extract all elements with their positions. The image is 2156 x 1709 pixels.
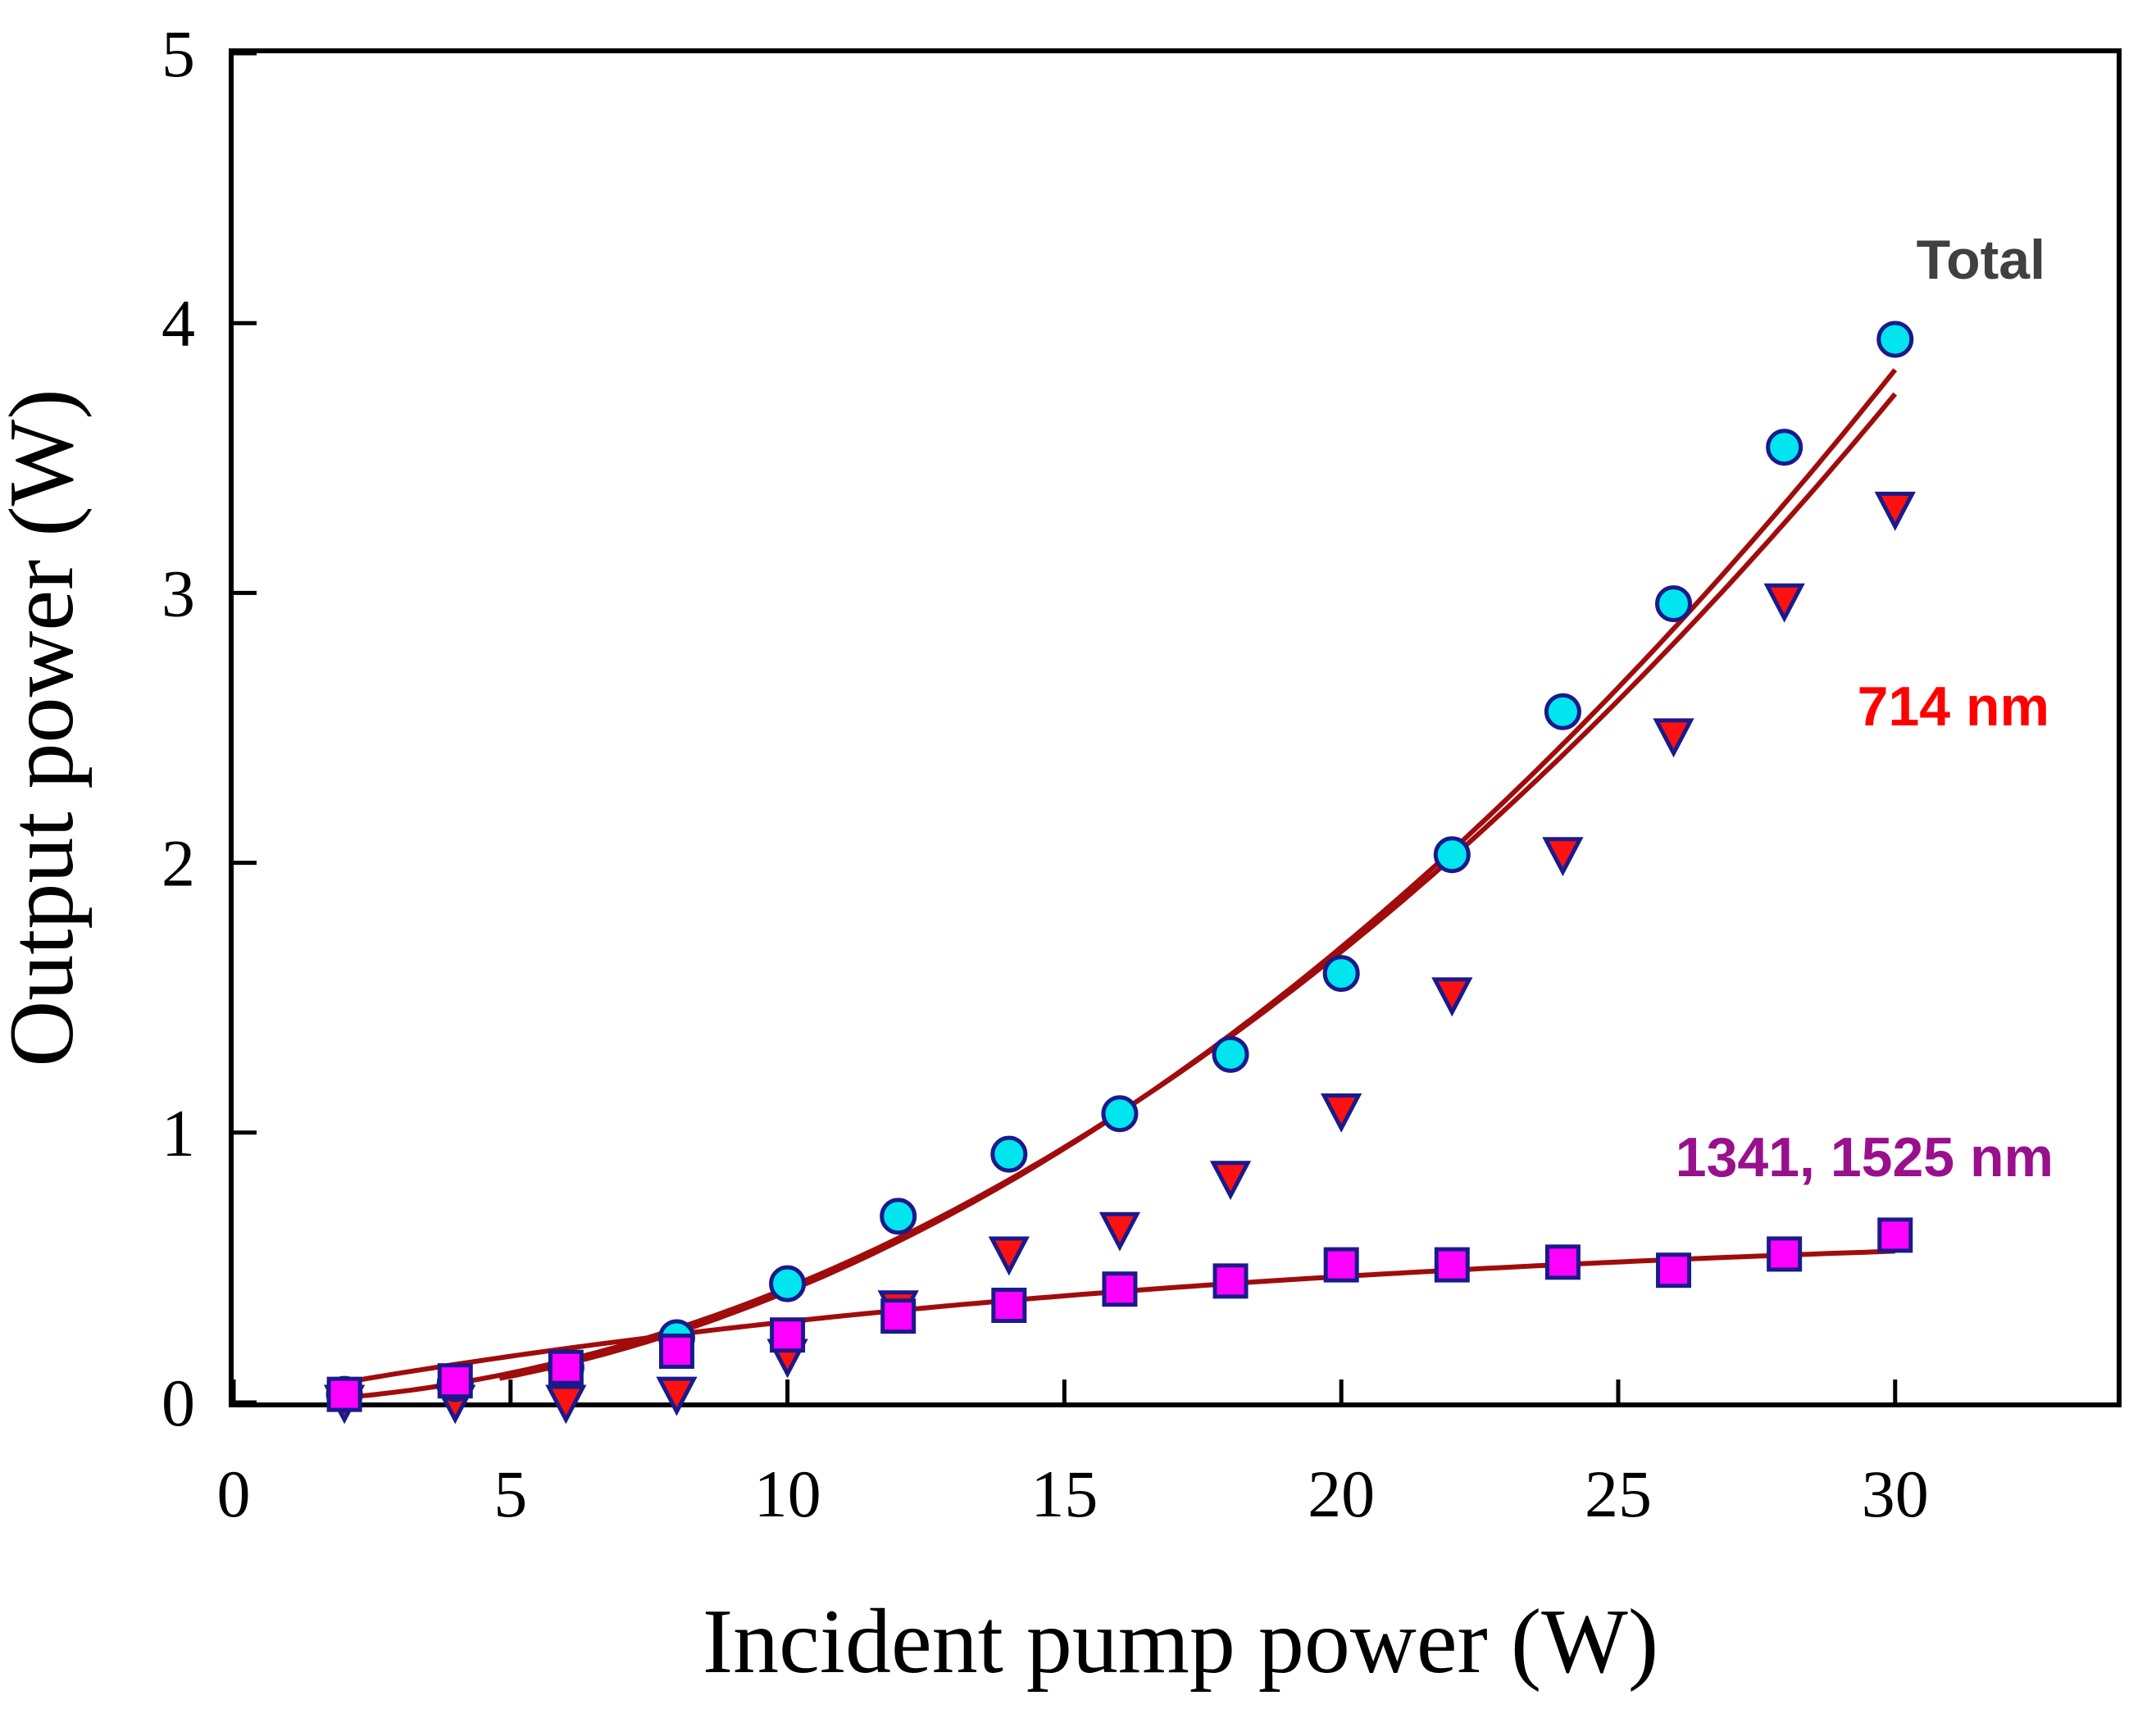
axis-tick-labels: 0 5 10 15 20 25 30 0 1 2 3 4 5: [161, 16, 1929, 1531]
y-tick-label-3: 3: [161, 556, 195, 630]
x-tick-label-5: 5: [494, 1457, 527, 1531]
point-total-28: [1766, 429, 1803, 466]
point-1341-1525nm-4: [437, 1363, 473, 1399]
point-714nm-16: [1098, 1211, 1141, 1252]
point-1341-1525nm-14: [991, 1287, 1027, 1323]
point-total-24: [1544, 693, 1581, 730]
point-1341-1525nm-24: [1544, 1244, 1581, 1280]
point-total-22: [1433, 836, 1471, 874]
y-tick-label-1: 1: [161, 1096, 195, 1170]
x-tick-label-20: 20: [1308, 1457, 1375, 1531]
axis-ticks: [231, 51, 1898, 1405]
point-total-30: [1876, 320, 1914, 358]
point-1341-1525nm-8: [658, 1333, 694, 1369]
point-1341-1525nm-26: [1656, 1252, 1692, 1289]
point-714nm-24: [1542, 837, 1584, 877]
x-tick-label-25: 25: [1585, 1457, 1652, 1531]
point-714nm-18: [1209, 1161, 1252, 1201]
y-axis-title: Output power (W): [0, 389, 93, 1066]
point-714nm-30: [1874, 491, 1916, 531]
point-1341-1525nm-28: [1767, 1236, 1803, 1272]
point-total-12: [880, 1198, 917, 1235]
point-1341-1525nm-18: [1212, 1263, 1249, 1299]
y-tick-label-0: 0: [161, 1366, 195, 1440]
y-tick-label-2: 2: [161, 826, 195, 901]
point-total-14: [990, 1135, 1028, 1173]
x-tick-label-0: 0: [217, 1457, 251, 1531]
series-label-1: Total: [1917, 229, 2045, 291]
y-tick-label-4: 4: [161, 286, 195, 361]
point-714nm-14: [988, 1236, 1030, 1276]
point-total-10: [769, 1265, 807, 1302]
series-label-2: 714 nm: [1858, 675, 2049, 738]
point-714nm-26: [1653, 718, 1694, 758]
point-1341-1525nm-20: [1323, 1247, 1359, 1283]
series-labels: Total 714 nm 1341, 1525 nm: [1676, 229, 2054, 1189]
plot-frame: [229, 48, 2122, 1407]
point-total-16: [1101, 1095, 1139, 1133]
x-axis-title: Incident pump power (W): [703, 1591, 1658, 1693]
point-1341-1525nm-16: [1102, 1271, 1138, 1307]
point-714nm-28: [1763, 583, 1805, 623]
point-714nm-6: [545, 1384, 587, 1425]
point-1341-1525nm-2: [326, 1376, 362, 1412]
x-tick-label-15: 15: [1030, 1457, 1098, 1531]
point-714nm-22: [1431, 977, 1473, 1017]
data-markers: [323, 320, 1916, 1425]
point-total-26: [1655, 585, 1693, 623]
point-1341-1525nm-6: [548, 1349, 584, 1385]
point-1341-1525nm-30: [1877, 1217, 1913, 1253]
series-label-3: 1341, 1525 nm: [1676, 1126, 2054, 1189]
point-total-20: [1322, 955, 1360, 993]
point-1341-1525nm-10: [770, 1317, 806, 1353]
x-tick-label-10: 10: [754, 1457, 821, 1531]
fit-curve-2: [498, 368, 1898, 1381]
point-total-18: [1212, 1035, 1249, 1073]
point-714nm-8: [656, 1376, 698, 1416]
y-tick-label-5: 5: [161, 16, 195, 91]
point-1341-1525nm-22: [1434, 1247, 1470, 1283]
point-714nm-20: [1321, 1093, 1362, 1133]
point-1341-1525nm-12: [880, 1298, 917, 1334]
x-tick-label-30: 30: [1862, 1457, 1929, 1531]
